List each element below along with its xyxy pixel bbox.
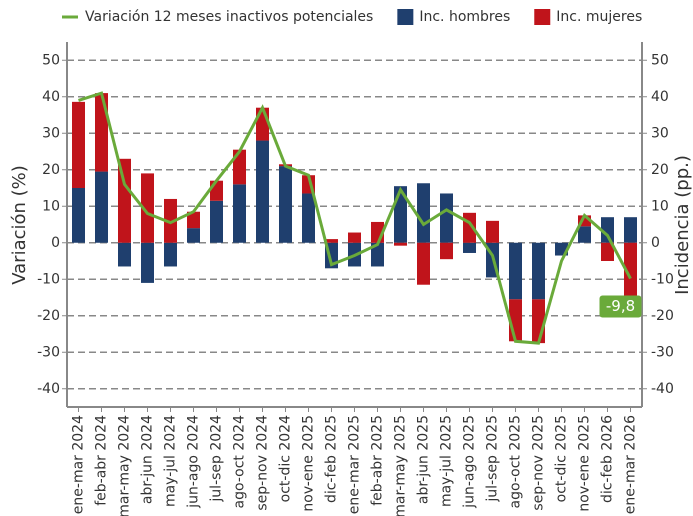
x-tick-label: nov-ene 2025	[577, 415, 593, 512]
legend-swatch	[534, 9, 551, 25]
bar	[440, 193, 453, 243]
bar	[417, 183, 430, 243]
bar	[348, 232, 361, 243]
bar	[164, 242, 177, 267]
bar	[417, 242, 430, 285]
y-tick-label: -30	[37, 344, 60, 360]
y2-tick-label: -40	[651, 381, 674, 397]
bar	[624, 217, 637, 243]
x-tick-label: sep-nov 2024	[255, 415, 271, 511]
x-tick-label: oct-dic 2025	[554, 415, 570, 502]
line	[78, 91, 632, 345]
bar	[141, 173, 154, 243]
bar	[233, 184, 246, 243]
y2-tick-label: 0	[651, 235, 660, 251]
bar	[187, 228, 200, 243]
x-tick-label: ago-oct 2025	[508, 415, 524, 508]
x-tick-label: mar-may 2025	[393, 415, 409, 516]
y2-tick-label: -30	[651, 344, 674, 360]
bar	[486, 220, 499, 243]
bar	[279, 166, 292, 243]
legend-label: Variación 12 meses inactivos potenciales	[85, 9, 373, 25]
y-axis-label: Variación (%)	[9, 165, 30, 285]
bar	[256, 140, 269, 243]
x-tick-label: ene-mar 2024	[71, 415, 87, 514]
x-tick-label: dic-feb 2025	[324, 415, 340, 503]
y-tick-label: 50	[42, 52, 60, 68]
bar	[532, 299, 545, 344]
y-tick-label: 30	[42, 125, 60, 141]
bar	[302, 193, 315, 243]
y-tick-label: 0	[51, 235, 60, 251]
bar	[118, 242, 131, 267]
y2-axis-label: Incidencia (pp.)	[672, 155, 693, 295]
bar	[578, 215, 591, 227]
legend-label: Inc. mujeres	[556, 9, 642, 25]
bar	[210, 180, 223, 201]
y-tick-label: -40	[37, 381, 60, 397]
bar	[601, 217, 614, 243]
legend-label: Inc. hombres	[419, 9, 510, 25]
y2-tick-label: -10	[651, 271, 674, 287]
x-tick-label: jul-sep 2025	[485, 415, 501, 503]
y-tick-label: 40	[42, 89, 60, 105]
bar	[72, 188, 85, 243]
bar	[118, 158, 131, 243]
x-tick-label: jun-ago 2025	[462, 415, 478, 509]
x-tick-label: nov-ene 2025	[301, 415, 317, 512]
bar	[164, 198, 177, 243]
bar	[210, 200, 223, 243]
x-tick-label: mar-may 2024	[117, 415, 133, 516]
x-tick-label: jun-ago 2024	[186, 415, 202, 509]
legend-swatch	[397, 9, 414, 25]
x-tick-label: may-jul 2024	[163, 415, 179, 507]
y-tick-label: 20	[42, 162, 60, 178]
y2-tick-label: 10	[651, 198, 669, 214]
y-tick-label: -20	[37, 308, 60, 324]
x-tick-label: feb-abr 2024	[94, 415, 110, 506]
x-tick-label: jul-sep 2024	[209, 415, 225, 503]
bar	[141, 242, 154, 283]
x-tick-label: oct-dic 2024	[278, 415, 294, 502]
y2-tick-label: 50	[651, 52, 669, 68]
x-tick-label: ene-mar 2026	[623, 415, 639, 514]
bar	[578, 226, 591, 243]
bar	[463, 242, 476, 253]
x-tick-label: may-jul 2025	[439, 415, 455, 507]
bar	[187, 211, 200, 229]
y-tick-label: 10	[42, 198, 60, 214]
bar	[95, 171, 108, 243]
x-tick-label: ene-mar 2025	[347, 415, 363, 514]
bar	[624, 242, 637, 305]
bar	[601, 242, 614, 261]
x-tick-label: ago-oct 2024	[232, 415, 248, 509]
bar	[325, 239, 338, 243]
bar	[509, 242, 522, 300]
bar	[532, 242, 545, 300]
x-tick-label: abr-jun 2024	[140, 415, 156, 504]
value-label: -9,8	[606, 297, 635, 315]
bar	[72, 101, 85, 188]
bar	[233, 149, 246, 185]
bar	[394, 242, 407, 246]
y2-tick-label: 40	[651, 89, 669, 105]
x-tick-label: dic-feb 2026	[600, 415, 616, 503]
value-label-bg	[599, 295, 642, 318]
bar	[95, 93, 108, 172]
y2-tick-label: 30	[651, 125, 669, 141]
bar	[440, 242, 453, 260]
bar	[256, 107, 269, 141]
y2-tick-label: -20	[651, 308, 674, 324]
x-tick-label: abr-jun 2025	[416, 415, 432, 504]
x-tick-label: feb-abr 2025	[370, 415, 386, 506]
bar	[371, 242, 384, 267]
y2-tick-label: 20	[651, 162, 669, 178]
y-tick-label: -10	[37, 271, 60, 287]
x-tick-label: sep-nov 2025	[531, 415, 547, 511]
